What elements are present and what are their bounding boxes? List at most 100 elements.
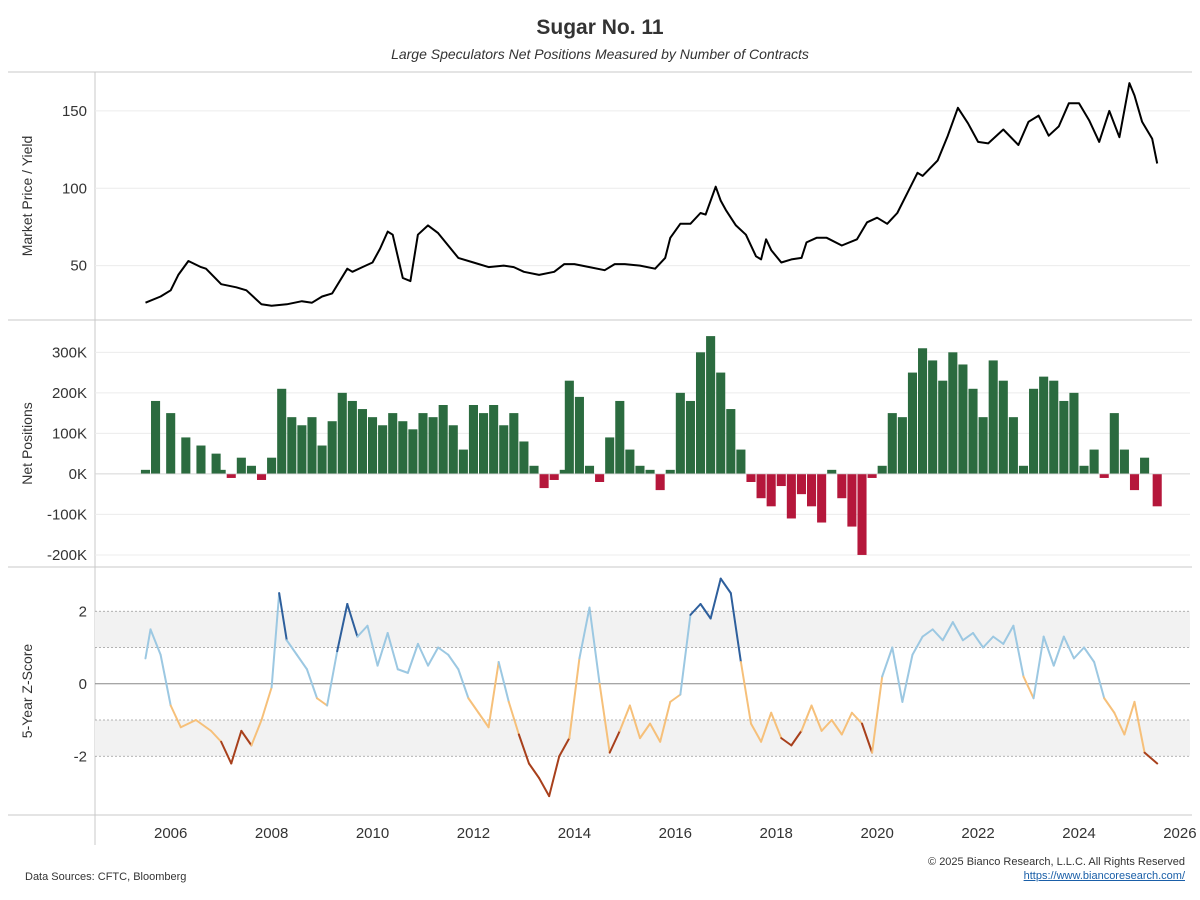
z-score-segment [770, 711, 783, 740]
net-position-bar [367, 417, 378, 474]
z-score-segment [982, 635, 995, 649]
z-score-segment [316, 697, 329, 707]
z-score-segment [406, 642, 419, 674]
z-score-segment [669, 693, 682, 703]
net-position-bar [378, 425, 388, 474]
net-position-bar [408, 429, 418, 474]
net-position-bar [166, 413, 176, 474]
z-score-segment [548, 755, 561, 798]
net-position-bar [1049, 380, 1059, 474]
z-score-segment [891, 646, 904, 703]
net-position-bar [357, 409, 367, 474]
net-position-bar [726, 409, 736, 474]
net-position-bar [786, 473, 796, 519]
z-score-segment [699, 603, 712, 620]
x-tick-label: 2022 [961, 825, 994, 842]
chart-subtitle: Large Speculators Net Positions Measured… [391, 46, 809, 62]
website-link[interactable]: https://www.biancoresearch.com/ [1023, 870, 1185, 882]
net-position-bar [675, 392, 685, 474]
z-score-segment [270, 592, 281, 689]
x-tick-label: 2010 [356, 825, 389, 842]
net-position-bar [766, 473, 776, 507]
net-position-bar [584, 465, 595, 474]
z-score-segment [149, 628, 162, 656]
z-score-segment [598, 682, 611, 754]
z-score-segment [901, 653, 914, 703]
net-position-bar [655, 473, 665, 491]
x-tick-label: 2016 [659, 825, 692, 842]
net-position-bar [327, 421, 337, 474]
z-score-segment [739, 661, 752, 725]
net-position-bar [574, 396, 584, 474]
y-tick-label: 100 [62, 180, 87, 197]
z-score-segment [1123, 700, 1136, 736]
net-position-bar [998, 380, 1008, 474]
net-position-bar [887, 413, 897, 474]
y-tick-label: 100K [52, 425, 87, 442]
net-position-bar [246, 465, 256, 474]
z-score-segment [326, 650, 339, 707]
z-score-segment [830, 719, 843, 736]
net-position-bar [897, 417, 907, 474]
net-position-bar [796, 473, 806, 495]
net-position-bar [468, 405, 478, 474]
net-position-bar [605, 437, 615, 474]
z-score-segment [260, 686, 273, 721]
z-score-segment [780, 737, 793, 747]
net-position-bar [1029, 388, 1039, 474]
net-position-bar [1119, 449, 1129, 474]
net-position-bar [337, 392, 347, 474]
z-score-segment [992, 635, 1005, 645]
z-score-segment [881, 646, 894, 678]
net-position-bar [418, 413, 428, 474]
z-score-segment [336, 603, 349, 653]
net-position-bar [907, 372, 918, 474]
z-score-segment [941, 621, 954, 642]
data-sources: Data Sources: CFTC, Bloomberg [25, 871, 187, 883]
net-position-bar [1099, 473, 1109, 478]
z-score-segment [861, 722, 874, 754]
net-position-bar [428, 417, 438, 474]
net-position-bar [307, 417, 317, 474]
z-score-segment [1072, 646, 1086, 660]
z-score-segment [659, 700, 672, 743]
z-score-segment [1052, 635, 1065, 667]
z-score-segment [366, 624, 379, 667]
z-score-segment [250, 719, 263, 747]
net-position-bar [151, 400, 161, 474]
y-tick-label: 50 [70, 258, 87, 275]
copyright-text: © 2025 Bianco Research, L.L.C. All Right… [928, 856, 1185, 868]
net-position-bar [1152, 473, 1162, 507]
net-position-bar [928, 360, 938, 474]
net-position-bar [1039, 376, 1049, 474]
net-position-bar [1129, 473, 1140, 491]
net-position-bar [181, 437, 191, 474]
net-position-bar [918, 348, 928, 474]
net-position-bar [706, 336, 716, 474]
net-position-bar [978, 417, 988, 474]
z-score-segment [649, 722, 662, 743]
net-position-bar [564, 380, 574, 474]
y-tick-label: 0 [79, 676, 87, 693]
y-tick-label: 300K [52, 344, 87, 361]
net-position-bar [1008, 417, 1018, 474]
net-position-bar [595, 473, 605, 482]
z-score-segment [230, 729, 243, 765]
net-position-bar [776, 473, 786, 487]
z-score-segment [1032, 635, 1045, 700]
net-position-bar [539, 473, 549, 489]
z-score-segment [568, 657, 581, 740]
z-score-segment [1103, 697, 1116, 714]
net-position-bar [867, 473, 877, 478]
z-score-segment [240, 729, 253, 747]
z-score-segment [144, 628, 152, 660]
z-score-segment [588, 606, 601, 685]
net-position-bar [549, 473, 559, 480]
z-score-segment [1113, 711, 1126, 736]
z-score-segment [447, 653, 460, 671]
z-score-segment [376, 632, 389, 667]
net-position-bar [559, 469, 569, 474]
z-score-segment [638, 722, 652, 740]
net-position-bar [635, 465, 645, 474]
